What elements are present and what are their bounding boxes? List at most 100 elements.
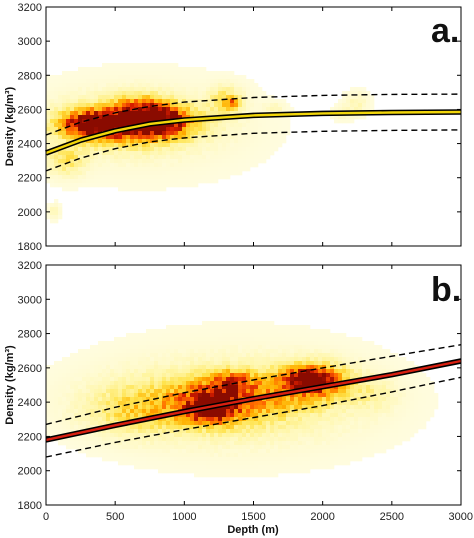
density-cell [110,99,115,104]
density-cell [122,437,127,442]
density-cell [158,365,163,370]
density-cell [222,75,227,80]
density-cell [50,215,55,220]
density-cell [374,449,379,454]
density-cell [282,437,287,442]
density-cell [130,155,135,160]
density-cell [230,361,235,366]
density-cell [102,63,107,68]
density-cell [90,369,95,374]
density-cell [202,333,207,338]
density-cell [214,433,219,438]
density-cell [330,361,335,366]
density-cell [294,369,299,374]
density-cell [310,453,315,458]
density-cell [166,453,171,458]
density-cell [142,111,147,116]
density-cell [330,393,335,398]
density-cell [266,369,271,374]
density-cell [286,465,291,470]
density-cell [286,373,291,378]
density-cell [178,465,183,470]
density-cell [198,401,203,406]
density-cell [314,465,319,470]
density-cell [290,453,295,458]
density-cell [162,67,167,72]
density-cell [106,115,111,120]
density-cell [266,421,271,426]
density-cell [150,413,155,418]
density-cell [66,357,71,362]
density-cell [46,215,51,220]
density-cell [230,159,235,164]
density-cell [186,71,191,76]
density-cell [110,413,115,418]
density-cell [338,425,343,430]
density-cell [406,409,411,414]
density-cell [378,381,383,386]
density-cell [190,417,195,422]
density-cell [246,147,251,152]
density-cell [74,175,79,180]
density-cell [174,147,179,152]
density-cell [314,461,319,466]
density-cell [210,425,215,430]
density-cell [314,345,319,350]
density-cell [218,99,223,104]
density-cell [122,155,127,160]
density-cell [302,345,307,350]
density-cell [262,123,267,128]
density-cell [158,175,163,180]
density-cell [146,345,151,350]
density-cell [222,413,227,418]
density-cell [234,425,239,430]
density-cell [102,143,107,148]
density-cell [114,139,119,144]
density-cell [402,365,407,370]
density-cell [254,91,259,96]
density-cell [262,445,267,450]
density-cell [318,461,323,466]
density-cell [222,381,227,386]
density-cell [254,409,259,414]
density-cell [302,449,307,454]
density-cell [46,405,51,410]
density-cell [386,361,391,366]
density-cell [358,385,363,390]
density-cell [214,453,219,458]
density-cell [226,449,231,454]
density-cell [338,107,343,112]
density-cell [218,71,223,76]
density-cell [390,381,395,386]
density-cell [54,99,59,104]
density-cell [110,345,115,350]
density-cell [174,469,179,474]
density-cell [366,357,371,362]
density-cell [354,353,359,358]
density-cell [114,353,119,358]
density-cell [166,183,171,188]
density-cell [162,155,167,160]
density-cell [186,365,191,370]
density-cell [298,405,303,410]
density-cell [94,409,99,414]
density-cell [118,167,123,172]
density-cell [274,441,279,446]
density-cell [66,75,71,80]
density-cell [202,469,207,474]
density-cell [62,131,67,136]
density-cell [182,103,187,108]
density-cell [338,397,343,402]
density-cell [178,329,183,334]
density-cell [350,373,355,378]
density-cell [230,91,235,96]
density-cell [150,135,155,140]
density-cell [262,357,267,362]
density-cell [82,167,87,172]
density-cell [198,139,203,144]
density-cell [46,87,51,92]
density-cell [238,453,243,458]
density-cell [138,377,143,382]
